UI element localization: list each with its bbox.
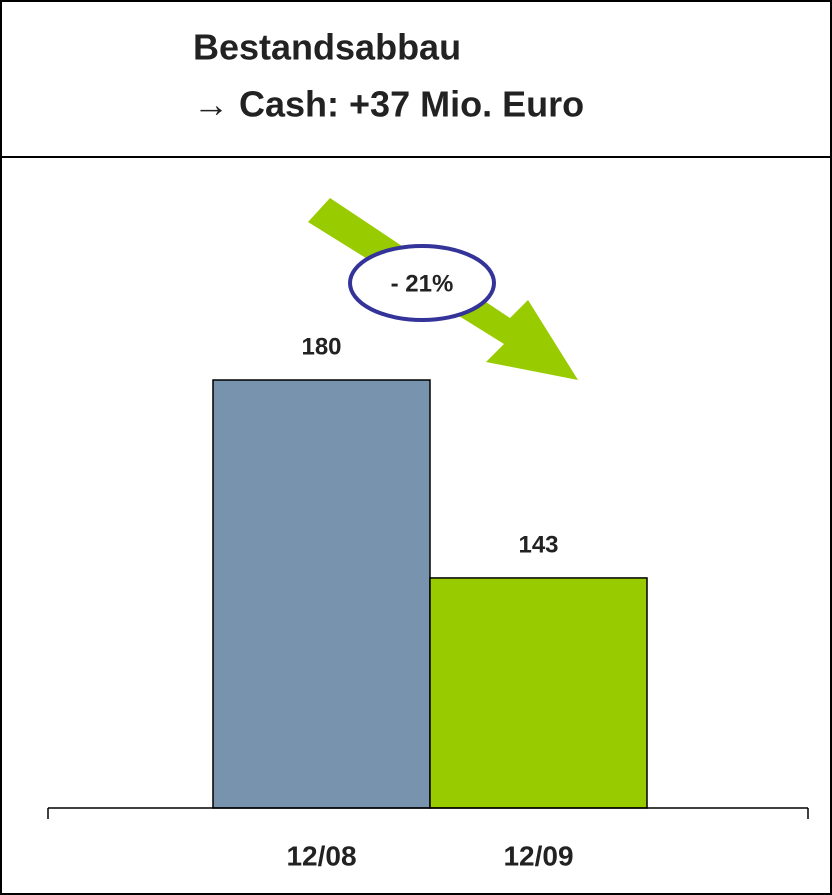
plot: 180 12/08 143 12/09 bbox=[212, 333, 648, 871]
value-label: 143 bbox=[518, 531, 558, 558]
chart-subtitle: → Cash: +37 Mio. Euro bbox=[193, 84, 584, 125]
x-tick-label: 12/09 bbox=[503, 840, 573, 871]
bar bbox=[429, 577, 648, 809]
annotation-ellipse bbox=[348, 244, 496, 322]
bar bbox=[212, 379, 431, 809]
value-label: 180 bbox=[301, 333, 341, 360]
x-tick-label: 12/08 bbox=[286, 840, 356, 871]
chart-title: Bestandsabbau bbox=[193, 27, 461, 68]
annotation: - 21% bbox=[391, 270, 454, 297]
